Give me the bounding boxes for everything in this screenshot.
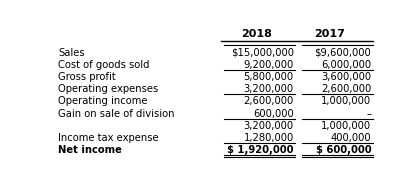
Text: $15,000,000: $15,000,000 [231,48,294,58]
Text: 3,200,000: 3,200,000 [244,121,294,131]
Text: 600,000: 600,000 [253,109,294,119]
Text: 1,000,000: 1,000,000 [321,96,371,106]
Text: 2,600,000: 2,600,000 [243,96,294,106]
Text: 1,000,000: 1,000,000 [321,121,371,131]
Text: 1,280,000: 1,280,000 [243,133,294,143]
Text: –: – [366,109,371,119]
Text: 6,000,000: 6,000,000 [321,60,371,70]
Text: Operating income: Operating income [58,96,148,106]
Text: Sales: Sales [58,48,85,58]
Text: Income tax expense: Income tax expense [58,133,159,143]
Text: 2017: 2017 [314,29,345,39]
Text: 3,200,000: 3,200,000 [244,84,294,94]
Text: $ 1,920,000: $ 1,920,000 [227,145,294,155]
Text: Net income: Net income [58,145,122,155]
Text: 2,600,000: 2,600,000 [321,84,371,94]
Text: 2018: 2018 [241,29,272,39]
Text: 5,800,000: 5,800,000 [244,72,294,82]
Text: Gain on sale of division: Gain on sale of division [58,109,175,119]
Text: Operating expenses: Operating expenses [58,84,158,94]
Text: 3,600,000: 3,600,000 [321,72,371,82]
Text: Gross profit: Gross profit [58,72,116,82]
Text: 9,200,000: 9,200,000 [243,60,294,70]
Text: $9,600,000: $9,600,000 [314,48,371,58]
Text: 400,000: 400,000 [331,133,371,143]
Text: Cost of goods sold: Cost of goods sold [58,60,150,70]
Text: $ 600,000: $ 600,000 [316,145,371,155]
